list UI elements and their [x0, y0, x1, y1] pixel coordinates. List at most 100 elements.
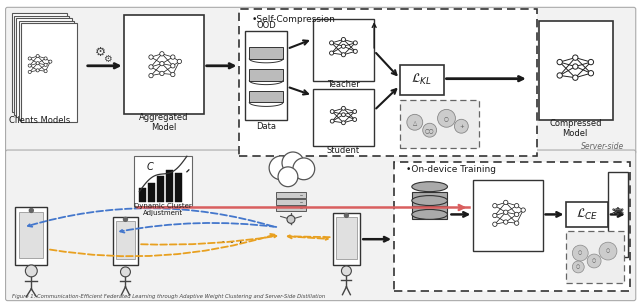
Bar [612, 174, 628, 253]
Bar [134, 156, 192, 206]
Bar [412, 206, 447, 219]
Text: Student: Student [327, 146, 360, 154]
Bar [473, 180, 543, 251]
Text: OOD: OOD [256, 21, 276, 30]
Circle shape [588, 59, 593, 65]
Circle shape [171, 55, 175, 59]
Bar [245, 31, 287, 120]
Circle shape [612, 209, 614, 210]
Circle shape [124, 217, 127, 221]
Circle shape [29, 209, 33, 212]
Text: $\mathit{C}$: $\mathit{C}$ [146, 160, 155, 172]
Text: Data: Data [256, 122, 276, 131]
Circle shape [612, 212, 614, 214]
Bar [15, 208, 47, 265]
Circle shape [573, 64, 578, 69]
Circle shape [617, 208, 619, 209]
Circle shape [330, 109, 334, 113]
Bar [19, 21, 74, 120]
Bar [21, 23, 77, 122]
Bar [14, 16, 70, 115]
Bar [400, 101, 479, 148]
Circle shape [521, 208, 525, 212]
Circle shape [342, 106, 346, 110]
Circle shape [493, 203, 497, 208]
Circle shape [557, 73, 563, 78]
Circle shape [342, 266, 351, 276]
Bar [276, 206, 306, 212]
Circle shape [282, 152, 304, 174]
Bar [17, 18, 72, 117]
Text: Compressed
Model: Compressed Model [549, 119, 602, 138]
Text: △: △ [413, 120, 417, 125]
Bar [400, 65, 444, 95]
Circle shape [342, 113, 346, 117]
Circle shape [36, 54, 39, 58]
Circle shape [353, 49, 357, 54]
Circle shape [572, 261, 584, 273]
Circle shape [149, 74, 153, 78]
Circle shape [621, 209, 623, 210]
Circle shape [44, 57, 47, 60]
Bar [313, 88, 374, 146]
Circle shape [617, 210, 619, 212]
Circle shape [573, 75, 578, 80]
Circle shape [515, 221, 519, 225]
Circle shape [149, 65, 153, 69]
Circle shape [353, 41, 357, 45]
Circle shape [557, 59, 563, 65]
Text: Clients Models: Clients Models [8, 116, 70, 125]
Circle shape [330, 119, 334, 123]
Text: Server-side: Server-side [580, 142, 624, 150]
Text: ○○: ○○ [425, 128, 435, 133]
Bar [566, 231, 624, 283]
Bar [116, 221, 136, 259]
Bar [239, 9, 537, 156]
Bar [166, 170, 173, 202]
Circle shape [330, 51, 333, 55]
Circle shape [353, 109, 356, 113]
Circle shape [588, 71, 593, 76]
Circle shape [160, 61, 164, 66]
Circle shape [342, 121, 346, 125]
Text: . . .: . . . [221, 232, 243, 246]
Bar [335, 217, 357, 259]
Text: ○: ○ [578, 250, 582, 256]
Circle shape [599, 242, 617, 260]
Circle shape [407, 114, 422, 130]
Ellipse shape [412, 182, 447, 192]
Text: ⚙: ⚙ [103, 54, 112, 64]
Circle shape [504, 210, 508, 214]
Bar [12, 13, 67, 112]
Circle shape [177, 59, 182, 64]
Circle shape [160, 71, 164, 76]
Text: ○: ○ [444, 116, 449, 121]
Circle shape [341, 44, 346, 48]
Bar [608, 172, 628, 257]
Bar [157, 176, 164, 202]
Bar [175, 173, 182, 202]
Bar [394, 162, 630, 291]
Circle shape [293, 158, 315, 180]
Text: $\mathcal{L}_{CE}$: $\mathcal{L}_{CE}$ [576, 207, 598, 222]
Circle shape [493, 222, 497, 226]
Text: Dynamic Cluster
Adjustment: Dynamic Cluster Adjustment [134, 203, 192, 216]
Circle shape [341, 37, 346, 42]
Text: ○: ○ [576, 264, 580, 269]
Text: Figure 1: Communication-Efficient Federated Learning through Adaptive Weight Clu: Figure 1: Communication-Efficient Federa… [12, 294, 324, 299]
Circle shape [572, 245, 588, 261]
Circle shape [149, 55, 153, 59]
Circle shape [160, 52, 164, 56]
Ellipse shape [412, 195, 447, 206]
Circle shape [120, 267, 131, 277]
Circle shape [454, 119, 468, 133]
Circle shape [515, 212, 519, 217]
Polygon shape [250, 69, 283, 81]
Bar [148, 183, 155, 202]
Bar [140, 188, 147, 202]
Circle shape [269, 156, 293, 180]
Ellipse shape [412, 209, 447, 219]
Circle shape [353, 118, 356, 122]
Circle shape [44, 63, 47, 66]
Text: $\mathcal{L}_{KL}$: $\mathcal{L}_{KL}$ [412, 72, 432, 87]
